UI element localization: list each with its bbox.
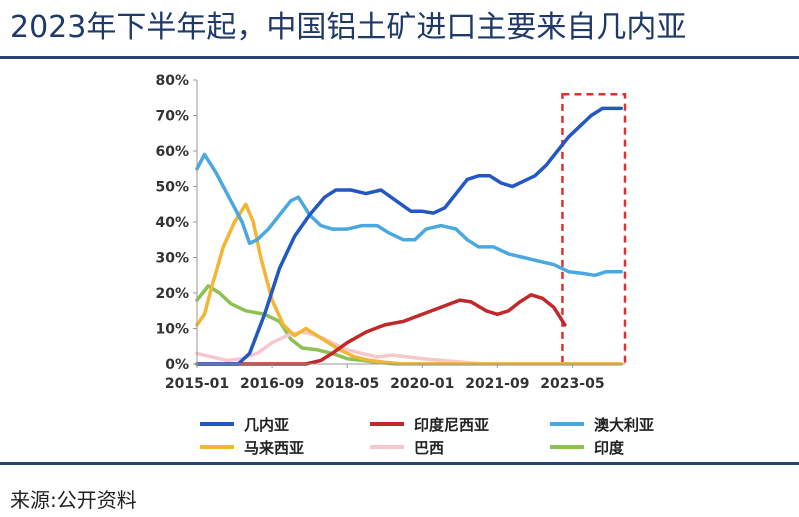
legend-label: 巴西 <box>414 439 444 457</box>
series-line <box>195 330 623 366</box>
y-tick-label: 70% <box>155 109 189 125</box>
chart: 0% 10% 20% 30% 40% 50% 60% 70% 80% 2015-01 2016-09… <box>155 73 654 457</box>
y-tick-label: 40% <box>155 215 189 231</box>
x-tick-label: 2021-09 <box>465 376 529 392</box>
legend-label: 印度尼西亚 <box>414 416 489 434</box>
y-tick-label: 50% <box>155 180 189 196</box>
series-line <box>195 106 623 366</box>
legend-label: 几内亚 <box>244 416 289 434</box>
y-tick-label: 20% <box>155 286 189 302</box>
x-tick-label: 2023-05 <box>540 376 604 392</box>
y-tick-label: 10% <box>155 322 189 338</box>
footer-divider <box>0 462 799 465</box>
x-tick-label: 2016-09 <box>240 376 304 392</box>
page-title: 2023年下半年起，中国铝土矿进口主要来自几内亚 <box>10 10 687 45</box>
y-tick-label: 0% <box>165 357 189 373</box>
series-line <box>195 202 623 366</box>
legend-label: 马来西亚 <box>244 439 304 457</box>
x-tick-label: 2020-01 <box>390 376 454 392</box>
x-tick-label: 2015-01 <box>165 376 229 392</box>
x-tick-label: 2018-05 <box>315 376 379 392</box>
axes: 0% 10% 20% 30% 40% 50% 60% 70% 80% 2015-01 2016-09… <box>155 73 625 392</box>
legend-label: 澳大利亚 <box>594 416 654 434</box>
series-lines <box>195 106 623 366</box>
series-line <box>195 293 567 366</box>
title-divider <box>0 56 799 59</box>
y-tick-label: 30% <box>155 251 189 267</box>
series-line <box>195 152 623 278</box>
y-tick-label: 80% <box>155 73 189 89</box>
source-note: 来源:公开资料 <box>10 488 137 512</box>
y-tick-label: 60% <box>155 144 189 160</box>
legend-label: 印度 <box>594 439 625 457</box>
